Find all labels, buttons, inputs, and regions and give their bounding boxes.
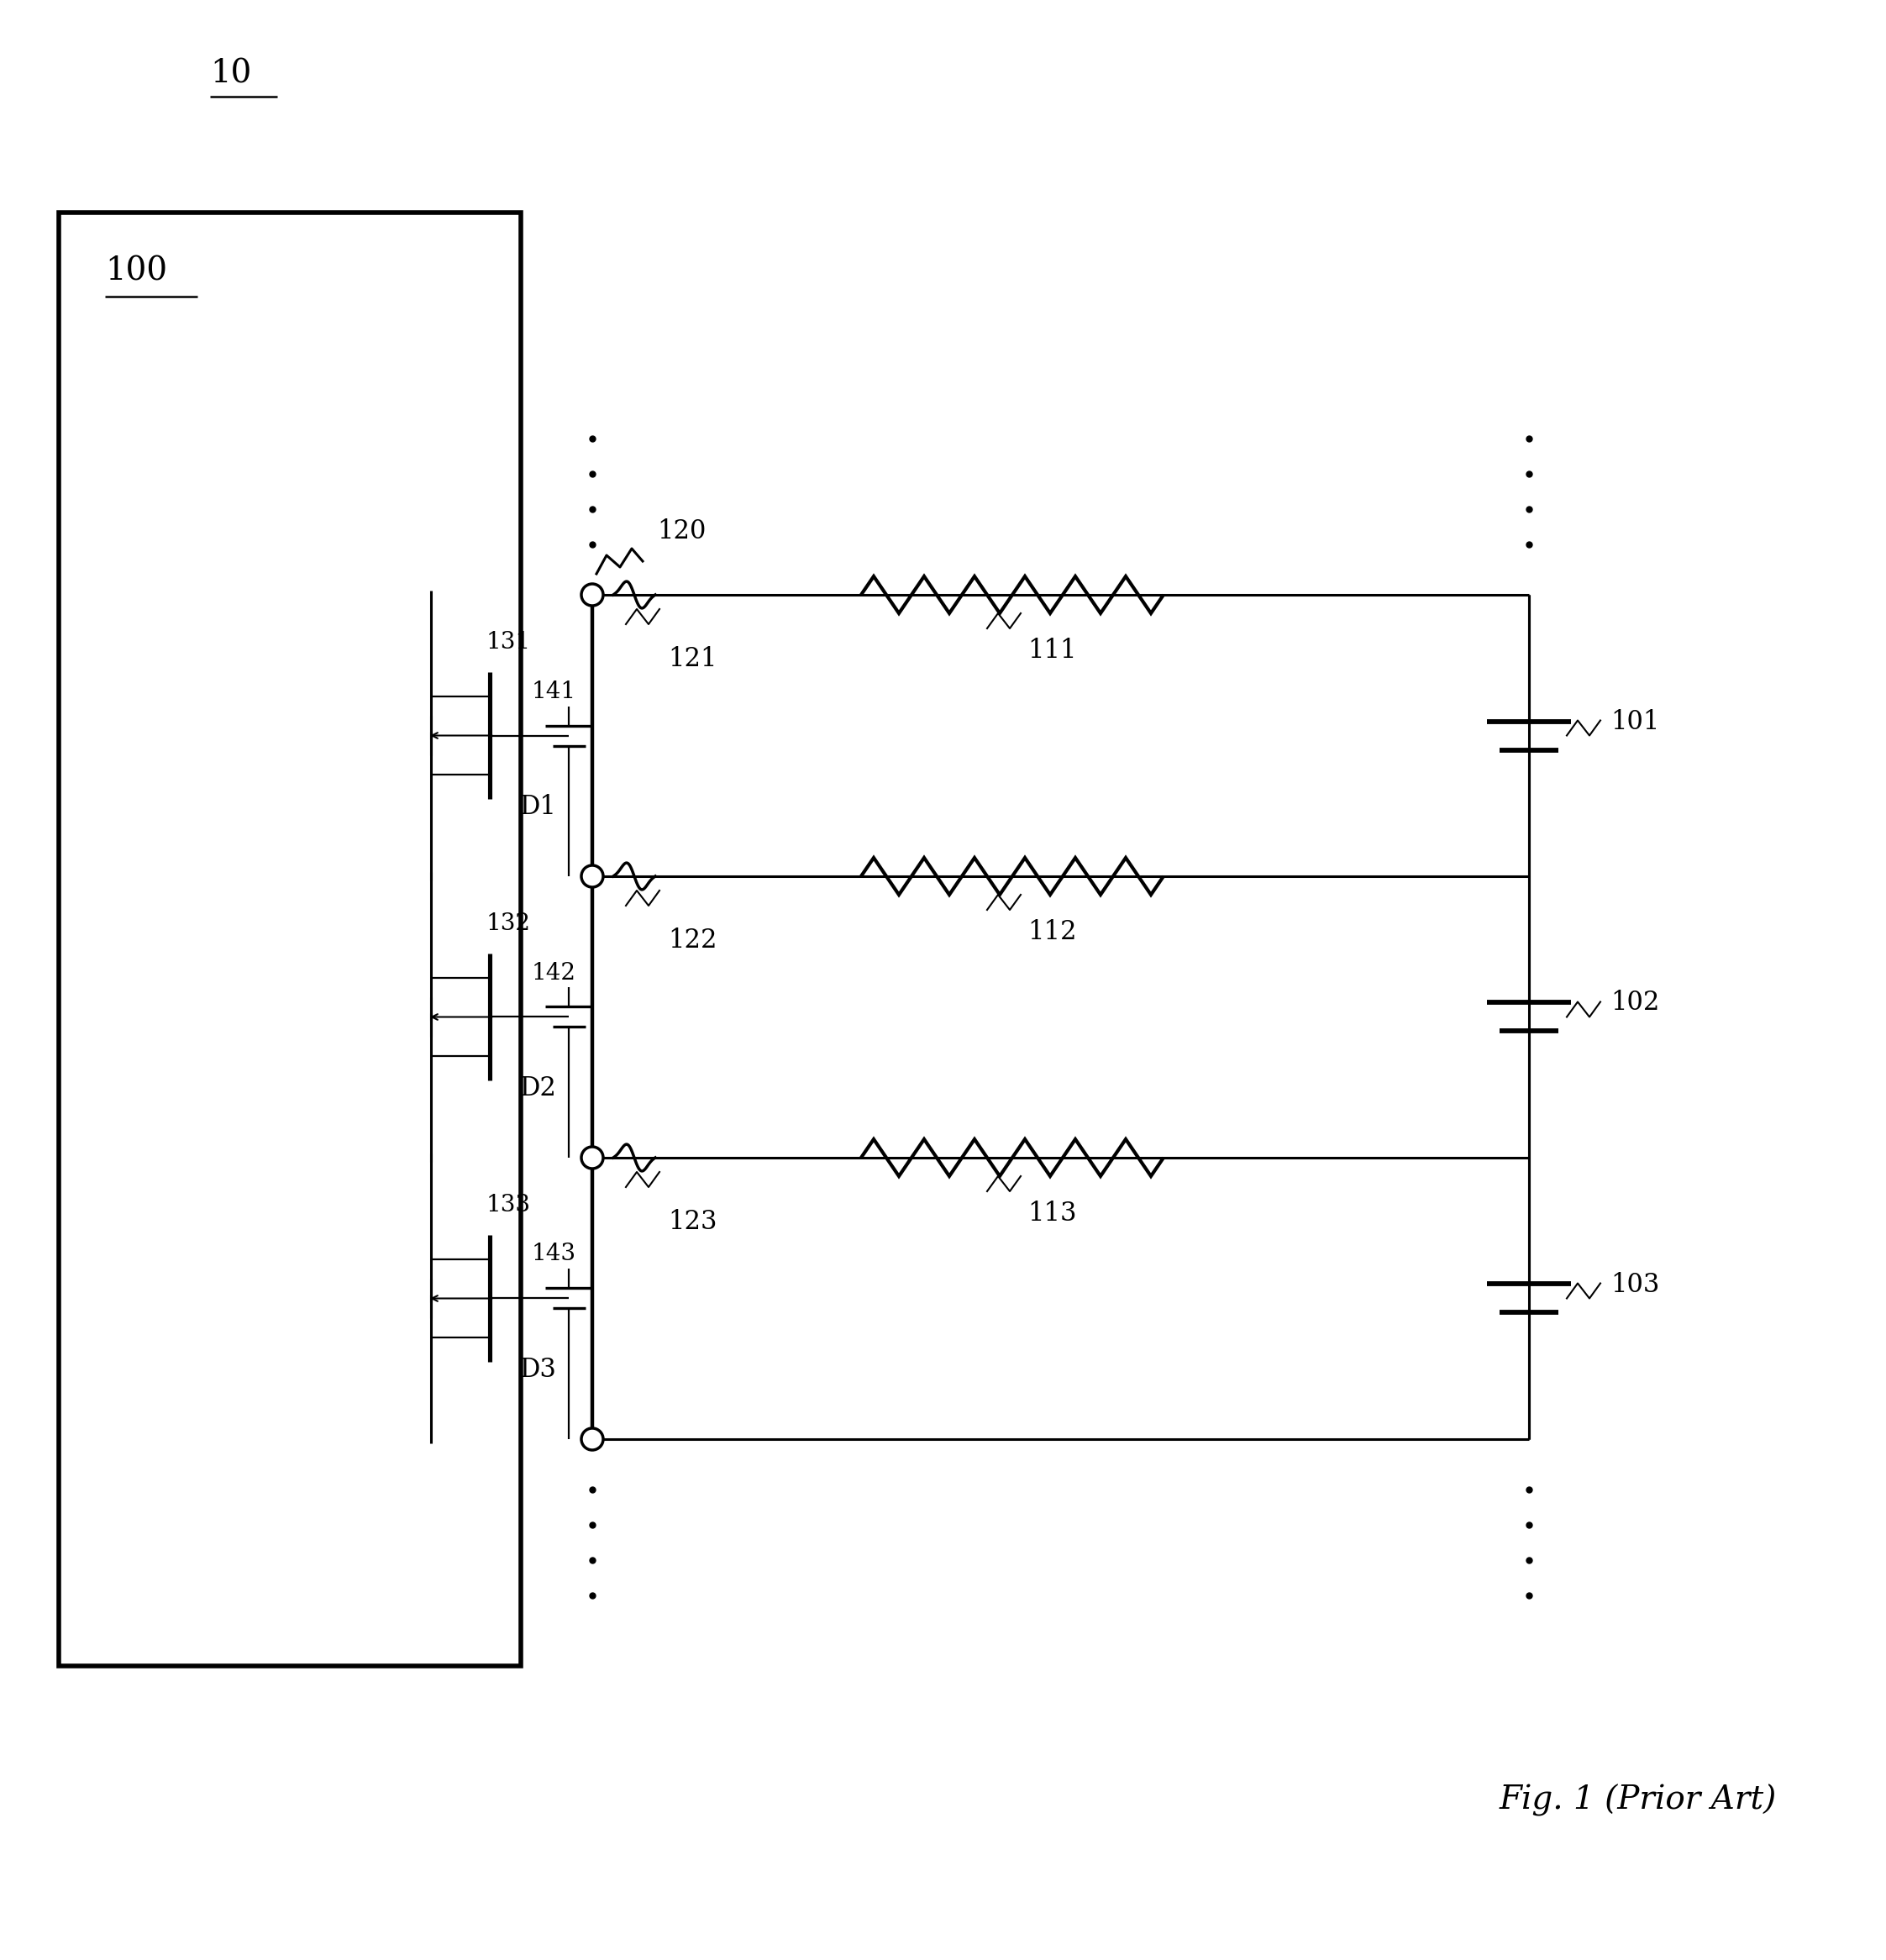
Circle shape xyxy=(581,584,604,606)
Text: 111: 111 xyxy=(1028,637,1077,664)
Text: 121: 121 xyxy=(668,647,717,672)
Text: 132: 132 xyxy=(487,913,530,935)
Circle shape xyxy=(581,1429,604,1450)
Text: D2: D2 xyxy=(519,1076,556,1102)
Text: 120: 120 xyxy=(656,517,705,545)
Text: 103: 103 xyxy=(1611,1272,1660,1298)
Text: 112: 112 xyxy=(1028,919,1077,945)
Text: 131: 131 xyxy=(487,631,530,655)
Text: Fig. 1 (Prior Art): Fig. 1 (Prior Art) xyxy=(1499,1784,1777,1817)
Text: 101: 101 xyxy=(1611,710,1660,735)
Text: 122: 122 xyxy=(668,927,717,953)
Text: 133: 133 xyxy=(487,1194,530,1217)
Text: D1: D1 xyxy=(519,794,556,819)
Text: 100: 100 xyxy=(106,257,168,286)
Bar xyxy=(58,212,521,1666)
Circle shape xyxy=(581,1147,604,1168)
Text: D3: D3 xyxy=(519,1356,556,1384)
Circle shape xyxy=(581,864,604,888)
Text: 113: 113 xyxy=(1028,1201,1077,1227)
Text: 143: 143 xyxy=(532,1243,575,1266)
Text: 123: 123 xyxy=(668,1209,717,1235)
Text: 10: 10 xyxy=(209,59,251,90)
Text: 102: 102 xyxy=(1611,990,1660,1015)
Text: 142: 142 xyxy=(532,962,575,984)
Text: 141: 141 xyxy=(532,680,575,704)
